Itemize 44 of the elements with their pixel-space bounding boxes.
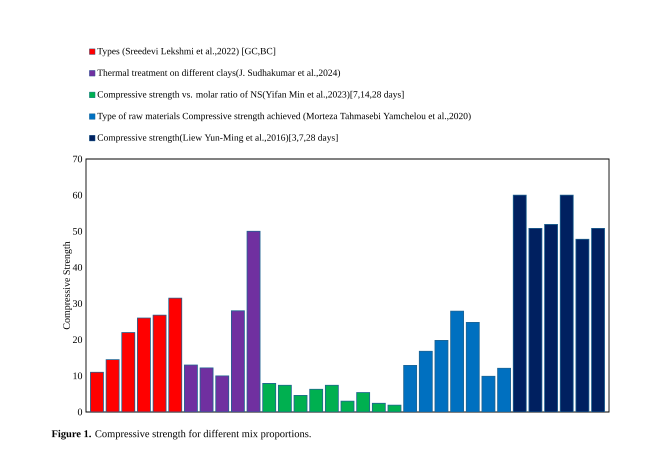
legend-label: Thermal treatment on different clays(J. Sudhakumar et al.,2024) <box>97 69 340 78</box>
bar <box>544 224 558 412</box>
y-tick-label: 30 <box>73 300 82 307</box>
bar <box>200 368 214 412</box>
bar <box>575 238 590 412</box>
y-tick-label: 50 <box>73 228 82 235</box>
legend-label: Compressive strength vs. molar ratio of NS(Yifan Min et al.,2023)[7,14,28 days] <box>98 90 404 100</box>
bar <box>356 392 370 412</box>
bar <box>560 194 574 412</box>
bar <box>309 388 324 412</box>
bar <box>168 298 182 412</box>
bar <box>591 228 605 412</box>
bar <box>450 310 464 412</box>
y-tick-label: 20 <box>72 336 82 344</box>
y-tick-label: 40 <box>72 264 82 271</box>
bar <box>246 230 260 412</box>
y-axis-title: Compressive Strength <box>62 241 72 330</box>
bar <box>418 350 433 412</box>
text: Figure 1. Compressive strength for different mix proportions. <box>52 430 311 440</box>
bar <box>262 383 276 412</box>
bar <box>324 384 339 412</box>
legend-label: Compressive strength(Liew Yun-Ming et al.,2016)[3,7,28 days] <box>98 134 338 143</box>
bar <box>528 228 542 412</box>
bar <box>184 364 198 412</box>
bar <box>90 372 104 412</box>
bar <box>482 376 496 412</box>
y-tick-label: 60 <box>72 192 82 198</box>
y-tick-label: 0 <box>78 408 82 416</box>
y-tick-label: 10 <box>73 372 82 380</box>
bar <box>121 332 136 412</box>
bar <box>434 340 448 412</box>
bar <box>512 194 527 412</box>
bar <box>466 322 480 412</box>
bar <box>497 368 511 412</box>
bar <box>230 310 245 412</box>
legend-label: Types (Sreedevi Lekshmi et al.,2022) [GC,BC] <box>97 48 276 56</box>
bar <box>278 384 292 412</box>
bar <box>215 375 230 412</box>
y-tick-label: 70 <box>73 156 82 162</box>
bar <box>152 314 166 412</box>
legend-label: Type of raw materials Compressive strength achieved (Morteza Tahmasebi Yamchelou et al.,2020) <box>97 112 471 122</box>
bar <box>137 318 151 412</box>
bar <box>403 364 418 412</box>
bar <box>106 359 120 412</box>
